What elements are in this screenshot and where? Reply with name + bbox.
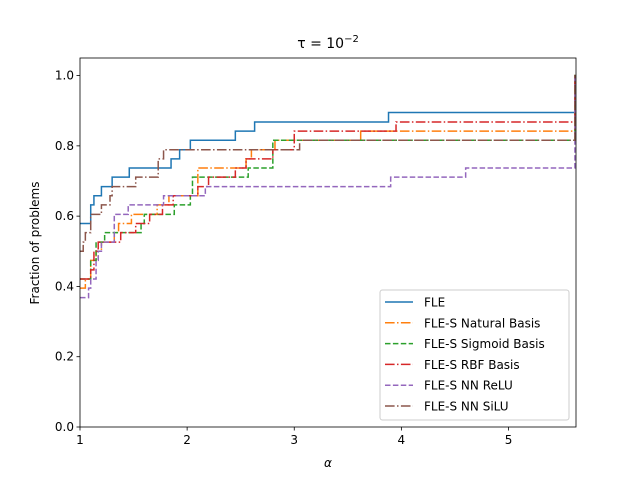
y-tick-label: 0.0 — [55, 420, 74, 434]
x-axis-title: α — [324, 456, 332, 470]
legend-label: FLE — [424, 296, 445, 310]
plot-area: 1 2 3 4 5 0.0 0.2 0.4 0.6 0.8 1.0 — [55, 57, 577, 447]
series-line-1 — [80, 74, 576, 225]
y-axis-title: Fraction of problems — [28, 182, 42, 305]
x-tick-label: 2 — [183, 433, 191, 447]
series-line-6 — [80, 74, 576, 253]
legend-label: FLE-S Natural Basis — [424, 316, 540, 330]
plot-frame — [79, 57, 577, 428]
legend-label: FLE-S Sigmoid Basis — [424, 337, 545, 351]
chart-title: τ = 10−2 — [297, 34, 359, 52]
series-line-3 — [80, 74, 576, 280]
legend-label: FLE-S NN SiLU — [424, 400, 509, 414]
y-tick-label: 0.4 — [55, 279, 74, 293]
chart-title-exponent: −2 — [344, 34, 359, 45]
y-tick-label: 0.6 — [55, 209, 74, 223]
legend-box — [379, 289, 570, 421]
legend: FLE FLE-S Natural Basis FLE-S Sigmoid Basi… — [379, 289, 570, 421]
x-tick-label: 5 — [505, 433, 513, 447]
y-tick-label: 0.2 — [55, 350, 74, 364]
legend-label: FLE-S NN ReLU — [424, 379, 513, 393]
series-line-5 — [80, 74, 576, 299]
x-tick-label: 3 — [290, 433, 298, 447]
x-tick-label: 1 — [76, 433, 84, 447]
y-tick-label: 1.0 — [55, 69, 74, 83]
chart-title-base: τ = 10 — [297, 36, 344, 52]
series-line-2 — [80, 74, 576, 289]
series-line-4 — [80, 74, 576, 280]
x-tick-label: 4 — [398, 433, 406, 447]
series-group — [80, 74, 576, 299]
legend-label: FLE-S RBF Basis — [424, 358, 520, 372]
y-tick-label: 0.8 — [55, 139, 74, 153]
